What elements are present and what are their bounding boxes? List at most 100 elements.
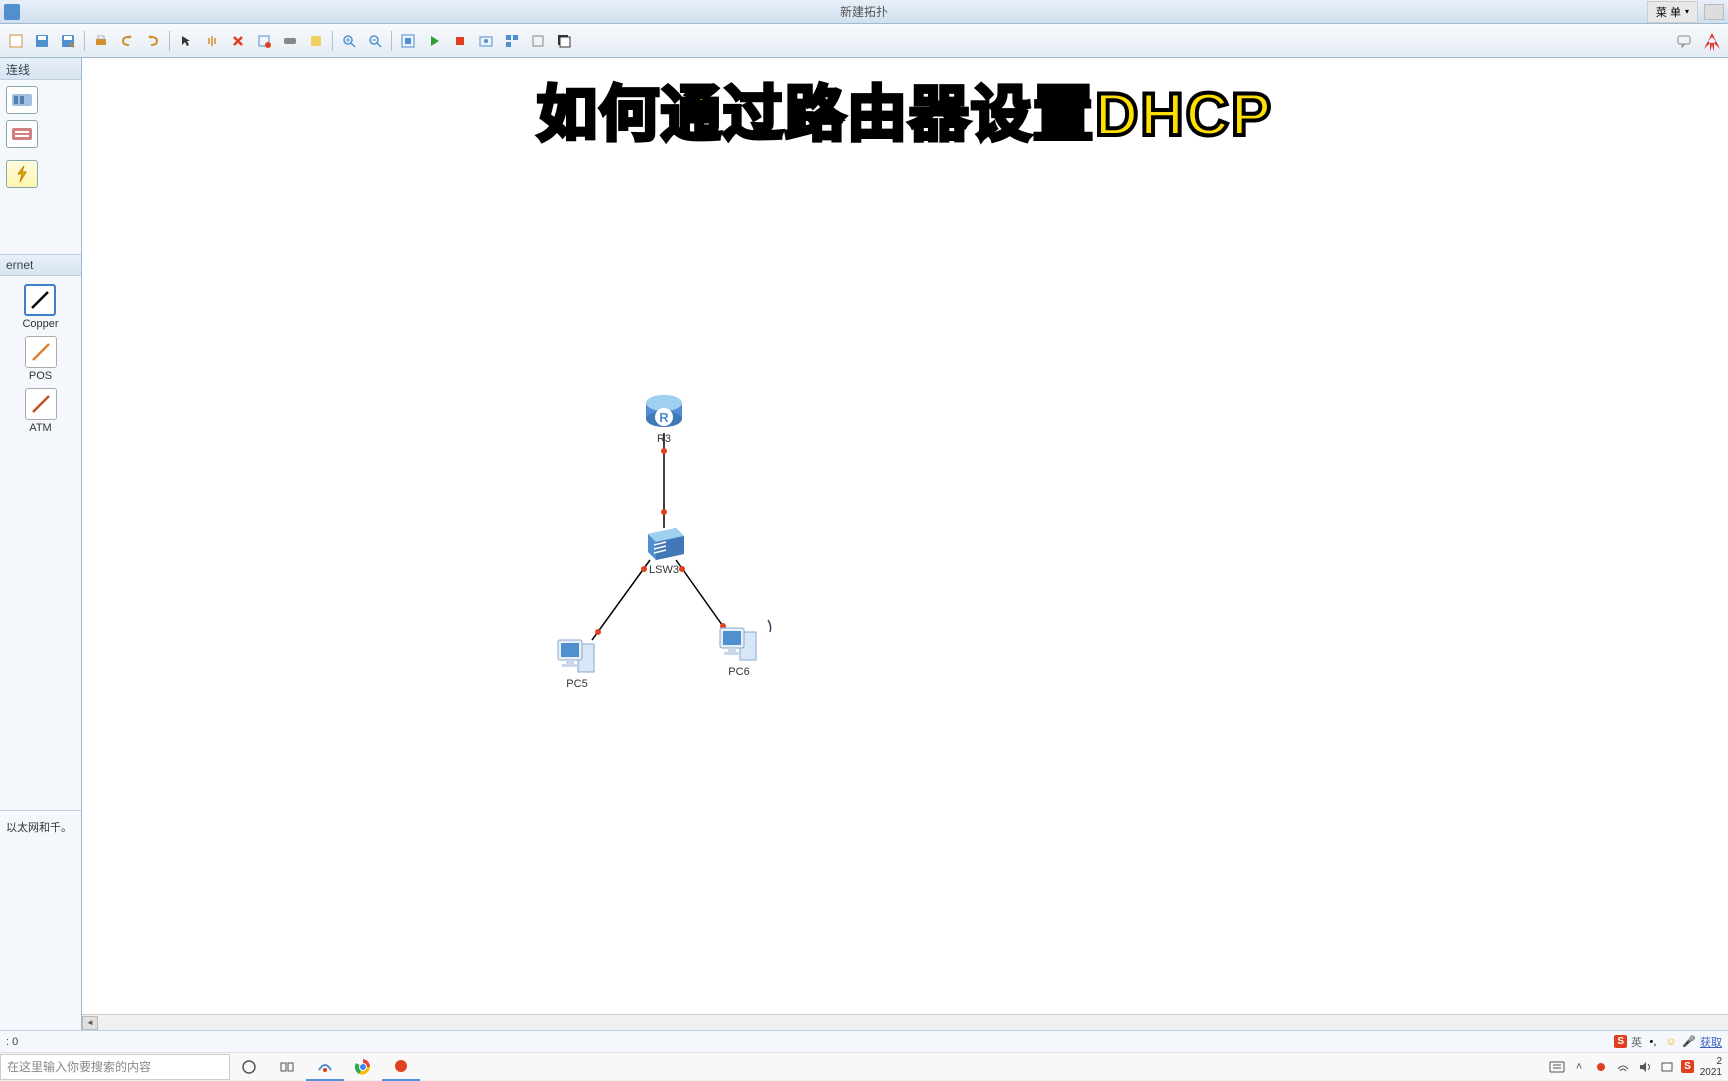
device-label: PC6 xyxy=(728,666,749,678)
tray-wifi-icon[interactable] xyxy=(1615,1059,1631,1075)
arrange-button[interactable] xyxy=(500,29,524,53)
tray-record-icon[interactable] xyxy=(1593,1059,1609,1075)
save-button[interactable] xyxy=(30,29,54,53)
ime-link[interactable]: 获取 xyxy=(1700,1034,1722,1050)
description-panel: 以太网和千。 xyxy=(0,810,81,1030)
title-bar: 新建拓扑 菜 单 xyxy=(0,0,1728,24)
title-right: 菜 单 xyxy=(1647,1,1724,23)
toolbar-separator xyxy=(391,31,392,51)
connections-layer xyxy=(82,58,1728,1030)
pos-cable-icon xyxy=(25,336,57,368)
new-button[interactable] xyxy=(4,29,28,53)
horizontal-scrollbar[interactable]: ◄ xyxy=(82,1014,1728,1030)
cable-label: POS xyxy=(29,370,52,382)
save-as-button[interactable] xyxy=(56,29,80,53)
app-icon xyxy=(4,4,20,20)
tray-ime-badge[interactable]: S xyxy=(1681,1060,1694,1073)
sidebar: 连线 ernet Copper POS ATM 以太网和千。 xyxy=(0,58,82,1030)
stop-button[interactable] xyxy=(448,29,472,53)
capture-button[interactable] xyxy=(474,29,498,53)
palette-row-1 xyxy=(0,80,81,154)
ime-punct-icon[interactable]: •, xyxy=(1646,1035,1660,1049)
status-bar: : 0 S 英 •, ☺ 🎤 获取 xyxy=(0,1030,1728,1052)
toolbar-right xyxy=(1672,29,1724,53)
router-icon: R xyxy=(644,393,684,431)
huawei-logo-icon xyxy=(1700,31,1724,51)
device-router-r3[interactable]: R R3 xyxy=(644,393,684,445)
cable-pos[interactable]: POS xyxy=(25,336,57,382)
window-title: 新建拓扑 xyxy=(840,3,888,20)
menu-button[interactable]: 菜 单 xyxy=(1647,1,1698,23)
zoom-out-button[interactable] xyxy=(363,29,387,53)
tray-volume-icon[interactable] xyxy=(1637,1059,1653,1075)
palette-tool[interactable] xyxy=(304,29,328,53)
tray-keyboard-icon[interactable] xyxy=(1549,1059,1565,1075)
switch-icon xyxy=(642,526,686,562)
taskbar-app-chrome[interactable] xyxy=(344,1053,382,1081)
atm-cable-icon xyxy=(25,388,57,420)
pan-tool[interactable] xyxy=(200,29,224,53)
redo-button[interactable] xyxy=(141,29,165,53)
device-pc5[interactable]: PC5 xyxy=(554,636,600,690)
scroll-left-arrow[interactable]: ◄ xyxy=(82,1016,98,1030)
zoom-in-button[interactable] xyxy=(337,29,361,53)
tray-date-text: 2021 xyxy=(1700,1067,1722,1078)
status-right: S 英 •, ☺ 🎤 获取 xyxy=(1614,1034,1722,1050)
pc-icon xyxy=(554,636,600,676)
menu-label: 菜 单 xyxy=(1656,4,1681,20)
taskbar-app-recorder[interactable] xyxy=(382,1053,420,1081)
cortana-button[interactable] xyxy=(230,1053,268,1081)
ime-badge[interactable]: S xyxy=(1614,1035,1627,1048)
delete-tool[interactable] xyxy=(226,29,250,53)
ime-emoji-icon[interactable]: ☺ xyxy=(1664,1035,1678,1049)
canvas-wrap[interactable]: 如何通过路由器设置DHCP xyxy=(82,58,1728,1030)
device-switch-lsw3[interactable]: LSW3 xyxy=(642,526,686,576)
topology-canvas[interactable]: 如何通过路由器设置DHCP xyxy=(82,58,1728,1030)
palette-row-2 xyxy=(0,154,81,194)
device-label: LSW3 xyxy=(649,564,679,576)
ime-language[interactable]: 英 xyxy=(1631,1034,1642,1050)
device-pc6[interactable]: PC6 xyxy=(716,624,762,678)
overlay-title: 如何通过路由器设置DHCP xyxy=(537,66,1273,153)
select-tool[interactable] xyxy=(174,29,198,53)
main-area: 连线 ernet Copper POS ATM 以太网和千。 xyxy=(0,58,1728,1030)
undo-button[interactable] xyxy=(115,29,139,53)
layers-button[interactable] xyxy=(552,29,576,53)
fit-button[interactable] xyxy=(396,29,420,53)
minimize-button[interactable] xyxy=(1704,4,1724,20)
tray-time-text: 2 xyxy=(1700,1056,1722,1067)
device-label: R3 xyxy=(657,433,671,445)
palette-device-2[interactable] xyxy=(6,120,38,148)
cable-copper[interactable]: Copper xyxy=(22,284,58,330)
cable-label: Copper xyxy=(22,318,58,330)
palette-auto-connect[interactable] xyxy=(6,160,38,188)
cable-atm[interactable]: ATM xyxy=(25,388,57,434)
tray-chevron-icon[interactable]: ˄ xyxy=(1571,1059,1587,1075)
start-button[interactable] xyxy=(422,29,446,53)
task-view-button[interactable] xyxy=(268,1053,306,1081)
device-label: PC5 xyxy=(566,678,587,690)
palette-device-1[interactable] xyxy=(6,86,38,114)
cable-list: Copper POS ATM xyxy=(0,276,81,442)
toolbar xyxy=(0,24,1728,58)
taskbar-search[interactable]: 在这里输入你要搜索的内容 xyxy=(0,1054,230,1080)
cable-label: ATM xyxy=(29,422,51,434)
pc-icon xyxy=(716,624,762,664)
svg-text:R: R xyxy=(659,410,669,425)
sidebar-section-connections: 连线 xyxy=(0,58,81,80)
tray-clock[interactable]: 2 2021 xyxy=(1700,1056,1722,1078)
system-tray: ˄ S 2 2021 xyxy=(1543,1056,1728,1078)
feedback-button[interactable] xyxy=(1672,29,1696,53)
ime-mic-icon[interactable]: 🎤 xyxy=(1682,1035,1696,1049)
toolbar-separator xyxy=(169,31,170,51)
print-button[interactable] xyxy=(89,29,113,53)
taskbar-app-ensp[interactable] xyxy=(306,1053,344,1081)
tray-notify-icon[interactable] xyxy=(1659,1059,1675,1075)
toolbar-separator xyxy=(332,31,333,51)
sidebar-section-ethernet: ernet xyxy=(0,254,81,276)
taskbar: 在这里输入你要搜索的内容 ˄ S 2 2021 xyxy=(0,1052,1728,1080)
inspect-tool[interactable] xyxy=(252,29,276,53)
text-tool[interactable] xyxy=(278,29,302,53)
status-left: : 0 xyxy=(6,1036,18,1048)
window-button[interactable] xyxy=(526,29,550,53)
